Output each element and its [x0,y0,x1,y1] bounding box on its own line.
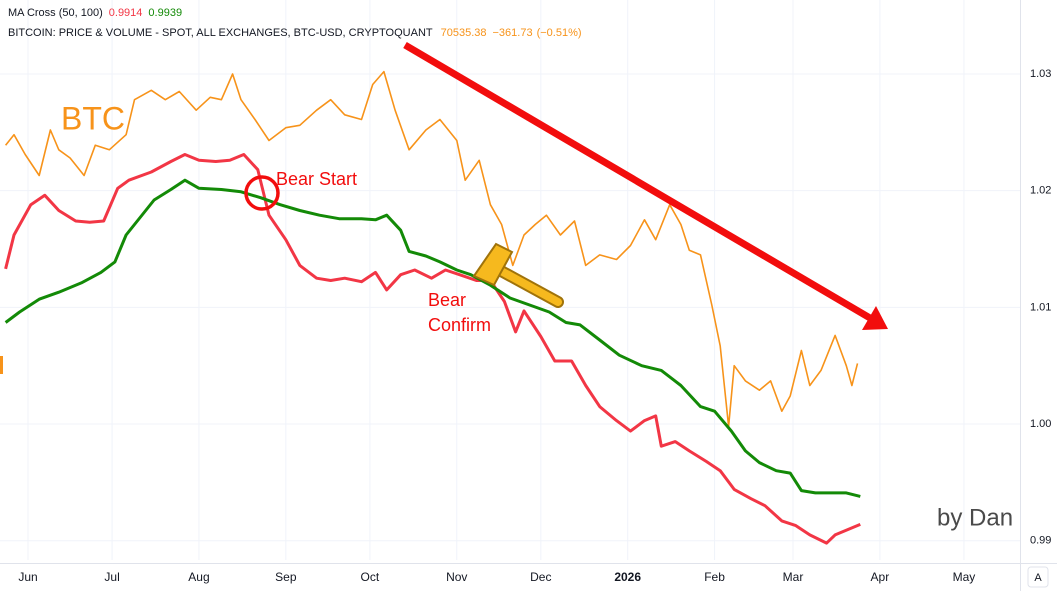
x-tick-label: Feb [704,570,725,584]
auto-scale-label[interactable]: A [1034,572,1042,584]
x-tick-label: 2026 [614,570,641,584]
x-tick-label: Aug [188,570,209,584]
series-label: BTC [61,100,125,136]
plot [4,70,861,545]
x-tick-label: Nov [446,570,467,584]
series-line [4,70,859,428]
x-tick-label: Jul [104,570,119,584]
auto-scale-button[interactable] [1027,566,1049,588]
signature: by Dan [937,504,1013,531]
x-tick-label: Dec [530,570,551,584]
price-change: −361.73 [493,27,533,39]
series-line [4,153,861,545]
indicator-value: 0.9939 [148,7,182,19]
x-tick-label: Oct [361,570,380,584]
arrow-head [862,306,888,330]
annotation: Bear Start [276,169,357,189]
cross-marker [244,175,280,211]
x-tick-label: Mar [783,570,804,584]
symbol-legend: BITCOIN: PRICE & VOLUME - SPOT, ALL EXCH… [8,27,582,39]
indicator-name: MA Cross (50, 100) [8,7,103,19]
price-marker [0,356,3,374]
price-change-percent: (−0.51%) [537,27,582,39]
series-line [4,178,861,498]
x-tick-label: Apr [871,570,890,584]
symbol-name: BITCOIN: PRICE & VOLUME - SPOT, ALL EXCH… [8,27,433,39]
axes: 0.99 1.00 1.01 1.02 1.03 Jun Jul Aug Sep Oct Nov De… [18,68,1051,584]
y-tick-label: 1.03 [1030,68,1051,80]
y-tick-label: 1.02 [1030,185,1051,197]
annotation: Bear [428,290,466,310]
indicator-legend: MA Cross (50, 100) 0.9914 0.9939 [8,7,182,19]
trend-arrow [403,41,872,322]
price: 70535.38 [441,27,487,39]
annotation: Confirm [428,315,491,335]
hammer-icon [472,242,564,308]
y-tick-label: 1.01 [1030,301,1051,313]
y-tick-label: 1.00 [1030,418,1051,430]
x-tick-label: Jun [18,570,37,584]
y-tick-label: 0.99 [1030,535,1051,547]
x-tick-label: May [953,570,976,584]
x-tick-label: Sep [275,570,297,584]
indicator-value: 0.9914 [109,7,143,19]
